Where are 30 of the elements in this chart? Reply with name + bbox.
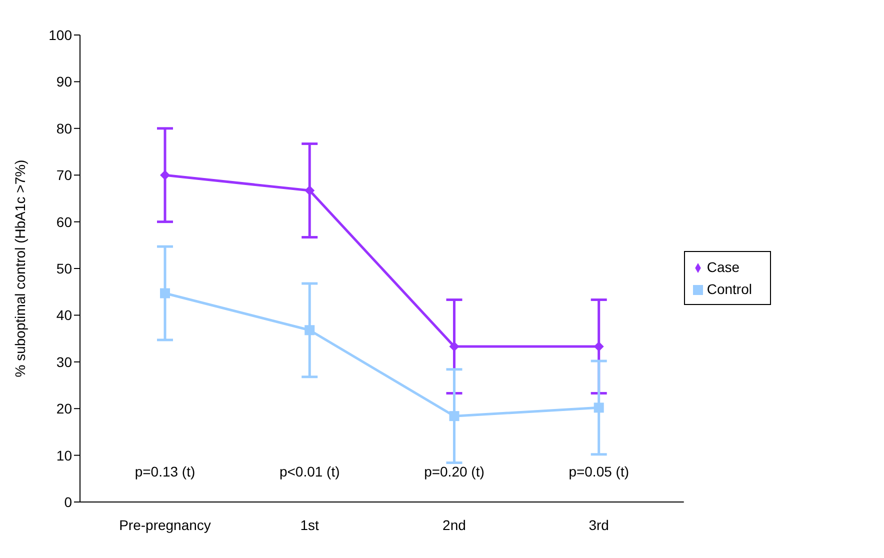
x-tick-label: Pre-pregnancy	[119, 516, 211, 533]
y-tick-label: 90	[56, 74, 72, 90]
y-tick-label: 40	[56, 307, 72, 324]
x-tick-label: 1st	[300, 516, 320, 533]
point	[160, 170, 170, 180]
point	[304, 325, 315, 336]
y-tick-label: 0	[64, 494, 72, 510]
point	[304, 186, 315, 196]
point	[449, 411, 460, 422]
legend-label: Case	[706, 259, 740, 275]
annotation: p=0.20 (t)	[424, 464, 484, 480]
annotation: p=0.13 (t)	[134, 464, 196, 480]
y-tick-label: 50	[56, 260, 72, 276]
y-tick-label: 10	[56, 447, 72, 464]
point	[594, 402, 604, 413]
annotation: p=0.05 (t)	[568, 464, 630, 480]
y-tick-label: 60	[56, 214, 72, 230]
annotation: p<0.01 (t)	[279, 464, 340, 480]
x-tick-label: 2nd	[442, 516, 466, 533]
y-tick-label: 20	[56, 400, 72, 417]
y-tick-label: 30	[56, 354, 72, 370]
point	[160, 288, 170, 298]
y-tick-label: 70	[56, 167, 72, 184]
y-axis-title: % suboptimal control (HbA1c >7%)	[12, 160, 28, 378]
y-tick-label: 100	[48, 26, 72, 43]
y-tick-label: 80	[56, 120, 72, 136]
point	[594, 341, 604, 352]
x-tick-label: 3rd	[588, 516, 609, 533]
legend-label: Control	[706, 281, 752, 297]
point	[449, 341, 460, 352]
